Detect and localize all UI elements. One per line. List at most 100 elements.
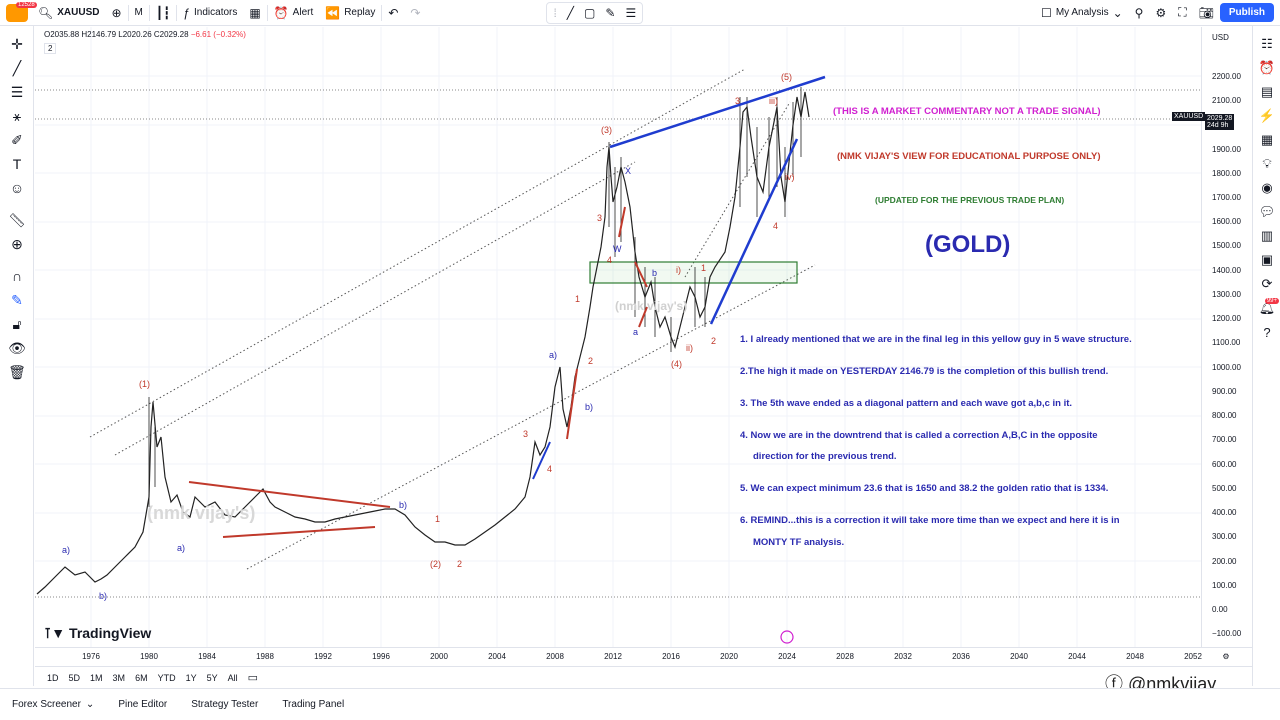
undo-button[interactable]: ↶ (382, 0, 404, 26)
data-window-icon[interactable]: ▤ (1260, 84, 1274, 99)
drag-handle-icon[interactable]: ⁞ (553, 5, 557, 20)
time-label: 2000 (430, 652, 448, 661)
text-tool-icon[interactable]: T (12, 156, 22, 172)
price-label: 700.00 (1212, 435, 1237, 444)
wave-label-5: (5) (781, 72, 792, 82)
drawing-favorites: ⁞ ╱ ▢ ✎ ☰ (546, 1, 644, 24)
layout-name: My Analysis (1055, 7, 1109, 18)
symbol-search[interactable]: 🔍︎ XAUUSD (32, 0, 105, 26)
time-axis[interactable]: 1976 1980 1984 1988 1992 1996 2000 2004 … (35, 647, 1252, 666)
fib-tool-icon[interactable]: ☰ (10, 83, 24, 100)
fullscreen-button[interactable]: ⛶ (1172, 0, 1192, 26)
top-toolbar: 12528 🔍︎ XAUUSD ⊕ M ┃┇ ƒ Indicators ▦ ⏰ Ale… (0, 0, 1280, 26)
range-1y[interactable]: 1Y (185, 672, 197, 683)
wave-label-a3: a) (549, 350, 557, 360)
wave-red-arrow-2 (638, 306, 648, 328)
chart-type-button[interactable]: ┃┇ (150, 0, 176, 26)
note-2: 2.The high it made on YESTERDAY 2146.79 … (740, 366, 1108, 377)
rectangle-icon[interactable]: ▢ (584, 5, 596, 20)
notifications-icon[interactable]: 🔔︎ 99+ (1258, 298, 1279, 315)
range-1d[interactable]: 1D (47, 672, 59, 683)
text-lines-icon[interactable]: ☰ (625, 5, 637, 20)
tab-label: Trading Panel (282, 699, 345, 710)
tab-pine-editor[interactable]: Pine Editor (106, 699, 179, 710)
chart-canvas[interactable]: (nmk vijay's) (nmk vijay's) (1) (2) (3) … (35, 27, 1201, 647)
zoom-in-icon[interactable]: ⊕ (11, 235, 23, 252)
pine-icon[interactable]: ⟳ (1261, 276, 1273, 291)
interval-button[interactable]: M (129, 0, 149, 26)
streams-icon[interactable]: ◉ (1261, 180, 1273, 195)
user-avatar[interactable]: 12528 (6, 1, 37, 22)
compare-button[interactable]: ⊕ (105, 0, 127, 26)
brush-icon[interactable]: ✎ (605, 5, 616, 20)
tab-strategy-tester[interactable]: Strategy Tester (179, 699, 270, 710)
ideas-icon[interactable]: 💡︎ (1262, 156, 1272, 171)
redo-button[interactable]: ↷ (404, 0, 426, 26)
replay-button[interactable]: ⏪ Replay (319, 0, 381, 26)
divider (127, 4, 129, 21)
lock-icon[interactable]: 🔓︎ (12, 315, 22, 332)
layout-selector[interactable]: ☐ My Analysis ⌄ (1035, 0, 1129, 26)
settings-button[interactable]: ⚙ (1149, 0, 1172, 26)
checkbox-icon: ☐ (1041, 5, 1052, 20)
grid-icon: ▦ (249, 5, 261, 20)
range-all[interactable]: All (227, 672, 238, 683)
change-value: −6.61 (−0.32%) (190, 30, 246, 39)
candle-wicks (148, 87, 802, 507)
ruler-icon[interactable]: 📏︎ (8, 211, 26, 228)
price-axis[interactable]: USD 2200.00 2100.00 1900.00 1800.00 1700… (1201, 27, 1252, 647)
wave-red-arrow (566, 368, 578, 440)
range-3m[interactable]: 3M (112, 672, 126, 683)
date-range-icon[interactable]: ▭ (247, 672, 259, 684)
search-icon: 🔍︎ (38, 5, 54, 20)
templates-button[interactable]: ▦ (243, 0, 266, 26)
price-label: 500.00 (1212, 484, 1237, 493)
emoji-tool-icon[interactable]: ☺ (9, 180, 25, 196)
range-6m[interactable]: 6M (135, 672, 148, 683)
crosshair-icon[interactable]: ✛ (11, 35, 23, 52)
calendar-icon[interactable]: ▦ (1260, 132, 1274, 147)
currency-label[interactable]: USD (1212, 33, 1229, 42)
trash-icon[interactable]: 🗑︎ (8, 363, 26, 380)
event-icon[interactable] (780, 630, 794, 644)
trend-line-icon[interactable]: ╱ (566, 5, 575, 20)
price-label: 300.00 (1212, 532, 1237, 541)
indicator-count[interactable]: 2 (44, 43, 57, 54)
range-1m[interactable]: 1M (90, 672, 103, 683)
wave-label-b2: b) (399, 500, 407, 510)
watchlist-icon[interactable]: ☷ (1261, 36, 1273, 51)
wave-num-3b: 3 (597, 213, 602, 223)
alerts-clock-icon[interactable]: ⏰ (1258, 60, 1276, 75)
tab-label: Strategy Tester (191, 699, 259, 710)
publish-button[interactable]: Publish (1219, 3, 1274, 22)
indicators-button[interactable]: ƒ Indicators (177, 0, 243, 26)
time-label: 1996 (372, 652, 390, 661)
range-5y[interactable]: 5Y (206, 672, 218, 683)
alert-label: Alert (292, 7, 314, 18)
screener-icon[interactable]: ▥ (1260, 228, 1274, 243)
hotlist-icon[interactable]: ⚡ (1258, 108, 1276, 123)
wave-red-arrow-3 (618, 206, 626, 238)
stay-drawing-icon[interactable]: ✎ (11, 291, 23, 308)
range-ytd[interactable]: YTD (157, 672, 176, 683)
tab-trading-panel[interactable]: Trading Panel (270, 699, 356, 710)
eye-icon[interactable]: 👁︎ (8, 339, 26, 356)
wave-label-la: a (633, 327, 638, 337)
axis-settings-icon[interactable]: ⚙ (1222, 652, 1230, 661)
range-5d[interactable]: 5D (68, 672, 81, 683)
brush-tool-icon[interactable]: ✐ (11, 131, 23, 148)
trend-line-tool-icon[interactable]: ╱ (12, 59, 22, 76)
wave-label-i: i) (676, 265, 681, 275)
replay-label: Replay (344, 7, 376, 18)
tab-forex-screener[interactable]: Forex Screener ⌄ (0, 699, 106, 710)
wave-label-lb: b (652, 268, 657, 278)
magnet-icon[interactable]: ∩ (11, 268, 23, 284)
help-icon[interactable]: ? (1263, 324, 1271, 340)
quick-search-button[interactable]: ⚲ (1129, 0, 1150, 26)
wave-red-arrow-4 (634, 261, 648, 288)
calculator-icon[interactable]: ▣ (1260, 252, 1274, 267)
alert-button[interactable]: ⏰ Alert (268, 0, 320, 26)
snapshot-button[interactable]: 📷︎ (1193, 0, 1220, 26)
pattern-tool-icon[interactable]: ⚹ (12, 107, 22, 124)
chats-icon[interactable]: 💬︎ (1258, 204, 1276, 219)
